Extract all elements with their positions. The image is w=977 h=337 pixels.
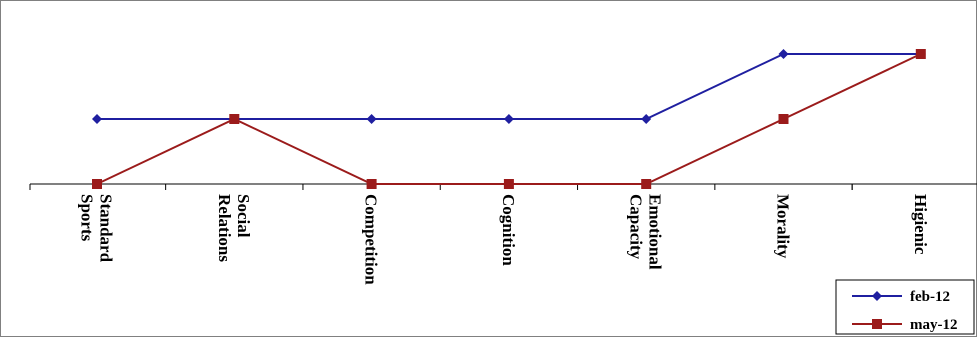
x-tick-label-line: Social	[234, 194, 253, 238]
data-point-may-12	[503, 179, 514, 189]
data-point-feb-12	[503, 114, 514, 124]
x-tick-label-line: Higienic	[911, 194, 930, 255]
data-point-feb-12	[641, 114, 652, 124]
x-tick-label: Cognition	[499, 194, 518, 266]
x-tick-label: Morality	[774, 194, 793, 259]
data-point-may-12	[366, 179, 377, 189]
data-point-may-12	[641, 179, 652, 189]
x-tick-label: Higienic	[911, 194, 930, 255]
data-point-may-12	[229, 114, 240, 124]
x-tick-label-line: Sports	[78, 194, 97, 242]
x-tick-label-line: Morality	[774, 194, 793, 259]
x-tick-label-line: Emotional	[646, 194, 665, 270]
x-tick-label: Competition	[362, 194, 381, 285]
x-tick-label-line: Standard	[97, 194, 116, 263]
x-tick-label: SocialRelations	[215, 194, 253, 262]
x-tick-label-line: Relations	[215, 194, 234, 262]
category-labels: StandardSports SocialRelations Competition…	[78, 194, 930, 285]
x-tick-label: StandardSports	[78, 194, 116, 263]
data-point-feb-12	[366, 114, 377, 124]
x-tick-label: EmotionalCapacity	[627, 194, 665, 270]
data-point-may-12	[92, 179, 102, 189]
x-tick-label-line: Cognition	[499, 194, 518, 266]
series-layer	[92, 49, 926, 189]
x-tick-label-line: Capacity	[627, 194, 646, 260]
data-point-may-12	[778, 114, 789, 124]
x-tick-label-line: Competition	[362, 194, 381, 285]
data-point-feb-12	[92, 114, 102, 124]
data-point-may-12	[915, 49, 926, 59]
legend-label-may-12: may-12	[910, 317, 958, 333]
legend: feb-12 may-12	[835, 279, 975, 335]
data-point-feb-12	[778, 49, 789, 59]
legend-label-feb-12: feb-12	[910, 289, 950, 305]
legend-marker-may-12	[872, 319, 882, 329]
legend-marker-feb-12	[872, 291, 882, 301]
